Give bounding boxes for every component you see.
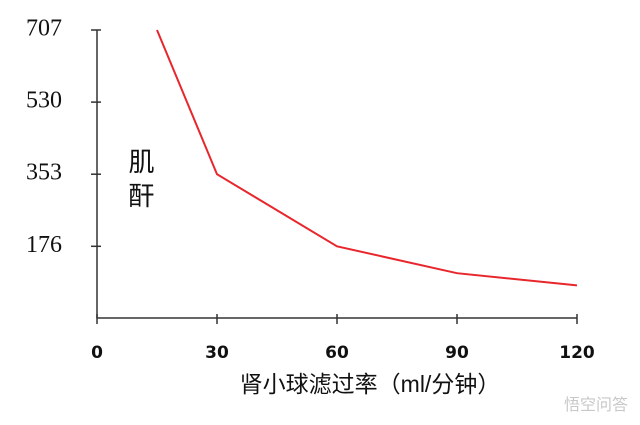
x-tick-label: 120 [559, 343, 595, 363]
watermark: 悟空问答 [564, 396, 628, 414]
x-tick-label: 0 [91, 343, 103, 363]
y-tick-label: 353 [26, 160, 62, 186]
x-tick-label: 30 [205, 343, 229, 363]
y-tick-label: 176 [26, 232, 62, 258]
x-tick-label: 60 [325, 343, 349, 363]
y-tick-label: 707 [26, 16, 62, 42]
data-line [156, 29, 578, 287]
x-axis-label: 肾小球滤过率（ml/分钟） [240, 371, 501, 397]
x-tick-label: 90 [445, 343, 469, 363]
y-axis-label: 肌酐 [125, 148, 155, 216]
y-tick-label: 530 [26, 88, 62, 114]
